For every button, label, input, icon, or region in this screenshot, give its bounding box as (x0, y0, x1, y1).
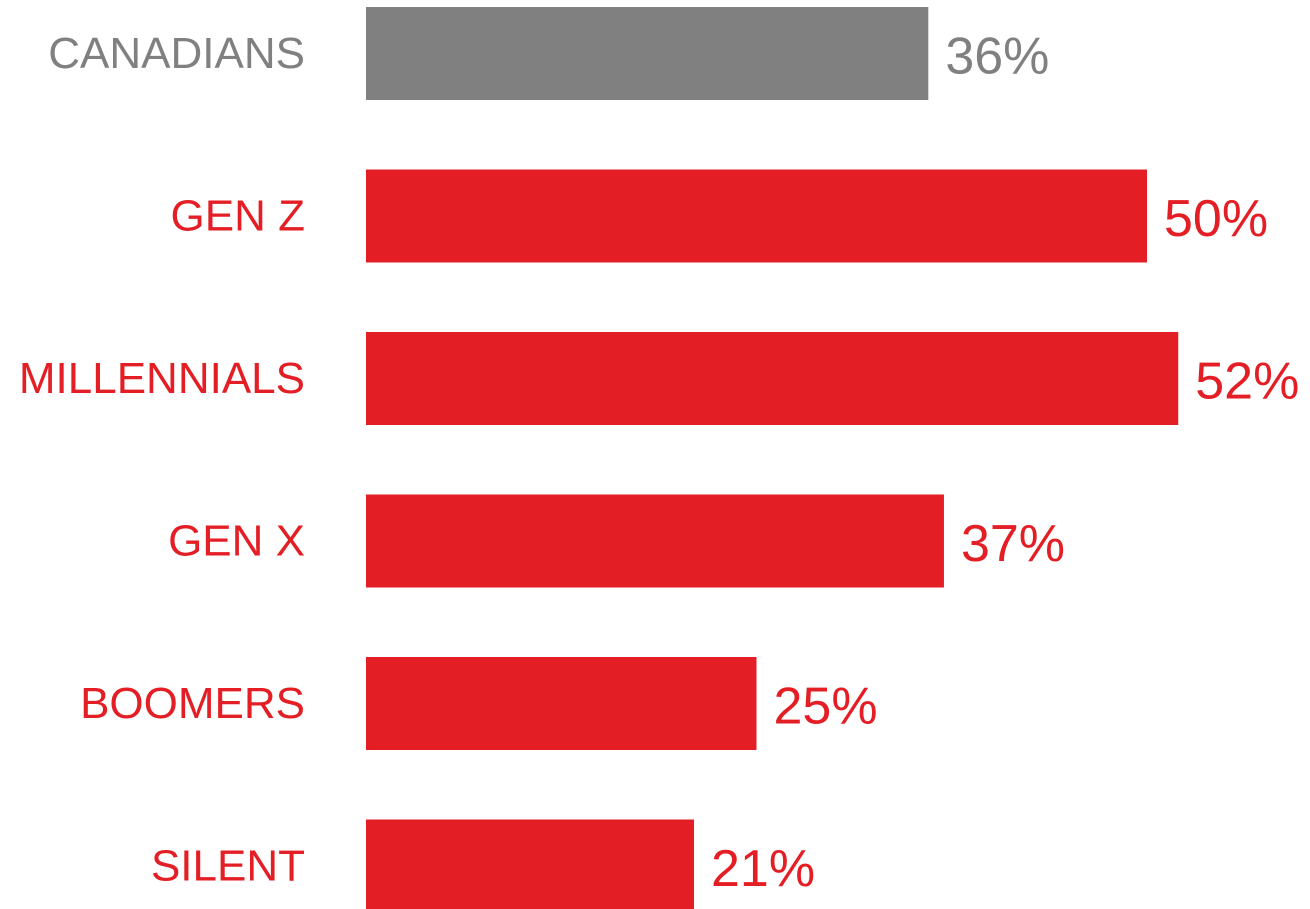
bar (366, 819, 695, 909)
bar (366, 332, 1179, 425)
bar (366, 169, 1147, 263)
bar (366, 7, 929, 100)
category-label: CANADIANS (48, 29, 305, 78)
value-label: 21% (711, 840, 815, 898)
category-label: BOOMERS (80, 679, 305, 728)
category-label: GEN X (168, 517, 305, 566)
bar (366, 657, 757, 750)
category-label: GEN Z (171, 192, 305, 241)
value-label: 50% (1164, 190, 1268, 248)
bar (366, 494, 944, 588)
value-label: 37% (961, 515, 1065, 573)
value-label: 25% (774, 678, 878, 736)
value-label: 52% (1195, 353, 1299, 411)
category-label: SILENT (151, 842, 305, 891)
value-label: 36% (945, 28, 1049, 86)
category-label: MILLENNIALS (19, 354, 305, 403)
